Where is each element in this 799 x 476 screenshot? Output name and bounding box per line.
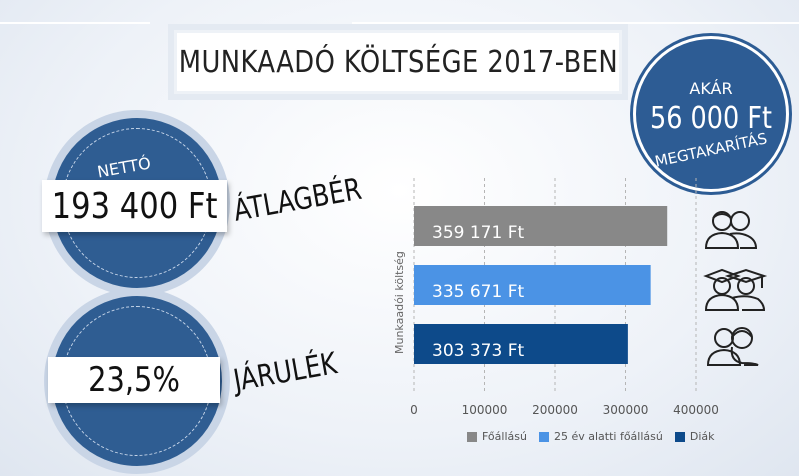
x-tick-label: 100000 <box>462 403 508 417</box>
page-title: MUNKAADÓ KÖLTSÉGE 2017-BEN <box>178 44 618 80</box>
legend-swatch-diak <box>674 431 685 442</box>
contribution-value: 23,5% <box>88 360 180 400</box>
legend-label-diak: Diák <box>689 430 715 443</box>
legend-label-foallasu: Főállású <box>482 430 527 443</box>
bar <box>414 206 668 246</box>
title-box: MUNKAADÓ KÖLTSÉGE 2017-BEN <box>168 24 628 100</box>
x-tick-label: 400000 <box>673 403 719 417</box>
x-tick-label: 300000 <box>603 403 649 417</box>
savings-badge: AKÁR 56 000 Ft MEGTAKARÍTÁS <box>633 36 789 192</box>
students-icon <box>706 327 759 366</box>
x-tick-label: 200000 <box>532 403 578 417</box>
legend-label-under25: 25 év alatti főállású <box>553 430 663 443</box>
bar-value-label: 335 671 Ft <box>432 282 524 302</box>
graduates-icon <box>703 268 768 311</box>
bar <box>414 324 628 364</box>
salary-value-box: 193 400 Ft <box>42 180 227 232</box>
contribution-value-box: 23,5% <box>48 357 220 403</box>
two-people-icon <box>704 211 758 249</box>
bar-value-label: 303 373 Ft <box>432 341 524 361</box>
top-line-right <box>352 22 799 24</box>
legend: Főállású 25 év alatti főállású Diák <box>467 430 715 443</box>
x-tick-label: 0 <box>410 403 418 417</box>
title-frame: MUNKAADÓ KÖLTSÉGE 2017-BEN <box>174 30 622 94</box>
legend-swatch-foallasu <box>467 431 477 442</box>
legend-swatch-under25 <box>538 431 549 442</box>
salary-value: 193 400 Ft <box>51 185 218 227</box>
bar <box>414 265 651 305</box>
badge-line2: 56 000 Ft <box>649 101 773 136</box>
badge-line1: AKÁR <box>689 79 733 98</box>
y-axis-label: Munkaadói költség <box>393 251 406 354</box>
bar-value-label: 359 171 Ft <box>432 223 524 243</box>
legend-item-diak: Diák <box>674 430 715 443</box>
legend-item-under25: 25 év alatti főállású <box>538 430 663 443</box>
top-line-left <box>0 22 150 24</box>
legend-item-foallasu: Főállású <box>467 430 527 443</box>
